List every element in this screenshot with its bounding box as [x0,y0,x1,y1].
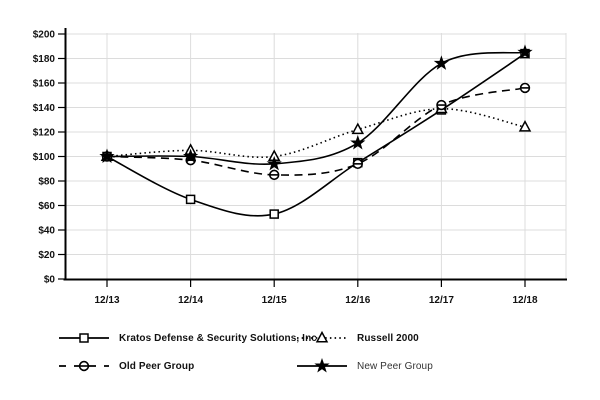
legend-item-kratos: Kratos Defense & Security Solutions, Inc [58,330,317,346]
star-marker [350,135,366,150]
new-peer-group-line-sample [297,358,347,373]
series-line [106,52,526,217]
x-tick-label: 12/15 [262,295,287,306]
kratos-line-sample [59,333,109,343]
star-marker [433,55,450,70]
series-line [106,107,526,158]
y-tick-label: $160 [33,79,56,90]
legend-label-old-peer-group: Old Peer Group [119,360,195,372]
star-marker [314,358,330,373]
legend-item-new-peer-group: New Peer Group [296,358,433,374]
y-tick-label: $120 [33,128,56,139]
legend-label-russell-2000: Russell 2000 [357,332,419,344]
triangle-marker [315,330,329,343]
square-marker [185,194,196,205]
series-line [106,51,526,166]
legend-item-old-peer-group: Old Peer Group [58,358,194,374]
star-marker [517,44,533,59]
y-tick-label: $80 [38,177,55,188]
y-tick-label: $40 [38,226,55,237]
y-tick-label: $100 [33,152,56,163]
square-marker [269,209,279,219]
x-tick-label: 12/16 [345,295,370,306]
triangle-marker [518,120,532,132]
star-marker [182,148,199,163]
y-tick-label: $60 [38,201,55,212]
chart-legend: Kratos Defense & Security Solutions, Inc… [0,322,600,392]
square-marker [79,333,89,343]
x-tick-label: 12/13 [94,295,119,306]
performance-line-chart: $0 $20 $40 $60 $80 $100 $120 $140 $160 $180 $200 12… [33,28,567,306]
russell-line-sample [297,330,347,343]
x-tick-label: 12/18 [512,295,537,306]
series-line [106,87,526,176]
y-tick-label: $0 [44,275,56,286]
y-tick-label: $140 [33,103,56,114]
triangle-marker [351,122,365,135]
legend-label-new-peer-group: New Peer Group [357,360,433,372]
x-tick-label: 12/14 [178,295,203,306]
star-marker [99,148,115,163]
y-tick-label: $180 [33,54,56,65]
legend-label-kratos: Kratos Defense & Security Solutions, Inc [119,332,317,344]
y-tick-label: $200 [33,30,56,41]
legend-item-russell-2000: Russell 2000 [296,330,419,346]
star-marker [266,155,282,171]
old-peer-group-line-sample [59,360,109,372]
x-tick-label: 12/17 [429,295,454,306]
y-tick-label: $20 [38,250,55,261]
